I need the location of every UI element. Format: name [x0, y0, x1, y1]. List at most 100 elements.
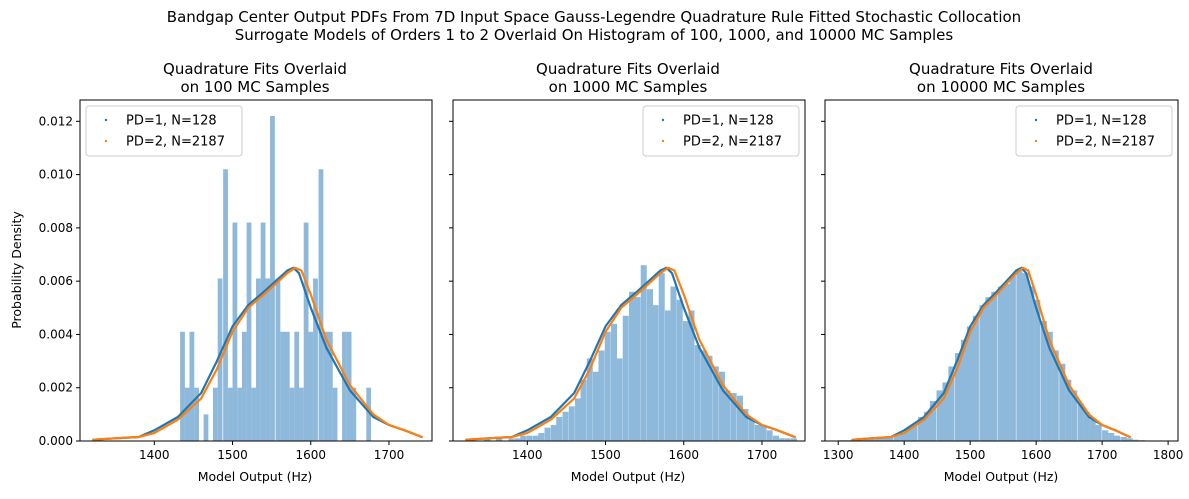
histogram-bar [251, 387, 257, 441]
legend-marker [104, 118, 108, 122]
histogram-bar [954, 353, 962, 441]
y-tick-label: 0.010 [39, 168, 73, 182]
histogram-bar [212, 387, 218, 441]
histogram-bar [712, 366, 719, 441]
histogram-bar [184, 387, 190, 441]
histogram-bar [979, 305, 986, 441]
x-tick-label: 1500 [590, 448, 621, 462]
panel-title-line1: Quadrature Fits Overlaid [909, 60, 1093, 78]
x-tick-label: 1400 [889, 448, 920, 462]
x-tick-label: 1800 [1153, 448, 1184, 462]
histogram-bar [868, 438, 875, 441]
histogram-bar [640, 265, 647, 441]
histogram-bar [1034, 299, 1041, 441]
legend-entry-label: PD=1, N=128 [683, 114, 774, 129]
histogram-bar [736, 395, 743, 441]
histogram-bar [942, 382, 949, 441]
histogram-bar [1083, 411, 1090, 441]
histogram-bar [1016, 270, 1023, 441]
histogram-bar [532, 435, 539, 441]
x-tick-label: 1700 [747, 448, 778, 462]
x-axis-label: Model Output (Hz) [571, 469, 686, 484]
histogram-bar [911, 425, 918, 441]
legend-marker [661, 118, 665, 122]
histogram-bar [484, 438, 491, 441]
histogram-bar [611, 323, 618, 441]
axes-frame [824, 99, 1179, 442]
histogram-bar [724, 390, 731, 441]
histogram-bar [520, 435, 527, 441]
histogram-bar [284, 331, 290, 441]
histogram-bar [544, 427, 551, 441]
histogram-bar [189, 331, 195, 441]
histogram-bar [342, 331, 347, 441]
histogram-bar [280, 331, 286, 441]
legend-entry-label: PD=2, N=2187 [1056, 135, 1155, 150]
histogram-bar [1126, 438, 1133, 441]
histogram-bar [629, 291, 636, 441]
histogram-bar [881, 437, 888, 441]
legend-entry-label: PD=1, N=128 [126, 114, 217, 129]
histogram-bar [294, 331, 300, 441]
histogram-bar [241, 331, 247, 441]
histogram-bar [351, 387, 357, 441]
histogram-bar [856, 439, 863, 441]
histogram-bar [1132, 439, 1139, 441]
histogram-bar [1065, 379, 1072, 441]
legend-marker [1034, 118, 1038, 122]
histogram-bar [1095, 425, 1102, 441]
panel-1000-samples: Quadrature Fits Overlaid on 1000 MC Samp… [449, 60, 806, 484]
histogram-bar [346, 331, 352, 441]
panel-10000-samples: Quadrature Fits Overlaid on 10000 MC Sam… [821, 60, 1183, 484]
series-line-2 [851, 266, 1131, 441]
figure-suptitle-line2: Surrogate Models of Orders 1 to 2 Overla… [235, 26, 954, 44]
legend-entry-label: PD=1, N=128 [1056, 114, 1147, 129]
histogram-bar [260, 222, 266, 441]
x-tick-label: 1600 [1021, 448, 1052, 462]
histogram-bar [586, 358, 593, 441]
histogram-bar [1113, 435, 1121, 441]
y-tick-label: 0.004 [39, 327, 73, 341]
series-line-2 [465, 266, 796, 441]
histogram-bar [652, 305, 659, 441]
x-tick-label: 1700 [1087, 448, 1118, 462]
histogram-bar [929, 401, 937, 441]
histogram-bar [754, 425, 761, 441]
histogram-bar [1028, 286, 1035, 441]
histogram-bar [997, 286, 1005, 441]
histogram-bar [256, 278, 261, 441]
histogram-bar [313, 278, 318, 441]
legend-box [642, 105, 800, 157]
histogram-bar [514, 438, 521, 441]
histogram-bar [985, 297, 992, 441]
histogram-bar [790, 438, 797, 441]
x-tick-label: 1600 [295, 448, 326, 462]
histogram-bar [694, 345, 701, 441]
histogram-bar [366, 387, 372, 441]
histogram-bar [784, 438, 791, 441]
panel-title-line1: Quadrature Fits Overlaid [163, 60, 347, 78]
histogram-bar [960, 339, 968, 441]
histogram-bar [991, 291, 998, 441]
histogram-bar [688, 310, 695, 441]
histogram-bar [682, 321, 689, 441]
x-tick-label: 1600 [668, 448, 699, 462]
histogram-bar [948, 366, 955, 441]
x-tick-label: 1500 [955, 448, 986, 462]
y-tick-label: 0.012 [39, 114, 73, 128]
histogram-bar [936, 390, 943, 441]
panel-title-line2: on 1000 MC Samples [549, 78, 708, 96]
histogram-bar [1120, 437, 1127, 441]
histogram-bar [550, 425, 557, 441]
histogram-bar [496, 438, 503, 441]
histogram-bar [899, 433, 906, 441]
histogram-bar [1108, 433, 1115, 441]
histogram-bar [918, 417, 925, 441]
histogram-bar [706, 355, 713, 441]
legend-marker [1034, 139, 1038, 143]
histogram-bar [223, 169, 228, 441]
x-axis-label: Model Output (Hz) [198, 469, 313, 484]
histogram-bar [622, 315, 629, 441]
panel-title-line1: Quadrature Fits Overlaid [536, 60, 720, 78]
